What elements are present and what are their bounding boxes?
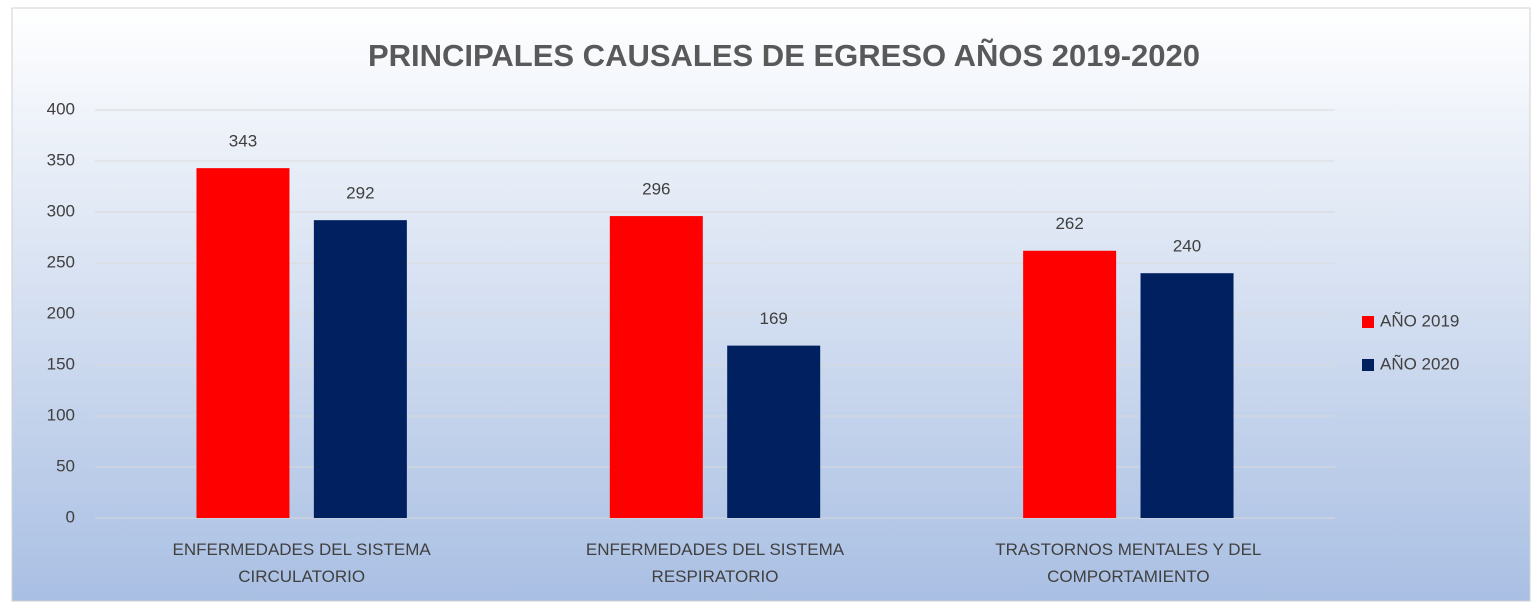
y-tick-label: 100 <box>47 405 75 424</box>
y-tick-label: 50 <box>56 456 75 475</box>
data-label: 296 <box>642 180 670 199</box>
x-tick-label: ENFERMEDADES DEL SISTEMA RESPIRATORIO <box>585 540 845 586</box>
legend-label: AÑO 2020 <box>1380 354 1459 373</box>
data-label: 169 <box>760 309 788 328</box>
bar <box>609 216 703 518</box>
y-tick-label: 200 <box>47 303 75 322</box>
y-tick-label: 0 <box>66 507 75 526</box>
bar <box>1140 273 1234 518</box>
y-tick-label: 150 <box>47 354 75 373</box>
chart-title: PRINCIPALES CAUSALES DE EGRESO AÑOS 2019… <box>368 38 1200 73</box>
legend-label: AÑO 2019 <box>1380 311 1459 330</box>
y-tick-label: 400 <box>47 99 75 118</box>
data-label: 292 <box>346 184 374 203</box>
bar <box>196 168 290 518</box>
bar <box>313 220 407 518</box>
y-tick-label: 250 <box>47 252 75 271</box>
x-tick-label: TRASTORNOS MENTALES Y DEL COMPORTAMIENTO <box>995 540 1262 586</box>
legend-swatch <box>1362 316 1374 328</box>
data-label: 262 <box>1055 214 1083 233</box>
bar <box>1023 250 1117 518</box>
y-tick-label: 300 <box>47 201 75 220</box>
data-label: 240 <box>1173 237 1201 256</box>
data-label: 343 <box>229 132 257 151</box>
legend-swatch <box>1362 359 1374 371</box>
x-tick-label: ENFERMEDADES DEL SISTEMA CIRCULATORIO <box>172 540 431 586</box>
bar <box>727 345 821 518</box>
y-tick-label: 350 <box>47 150 75 169</box>
